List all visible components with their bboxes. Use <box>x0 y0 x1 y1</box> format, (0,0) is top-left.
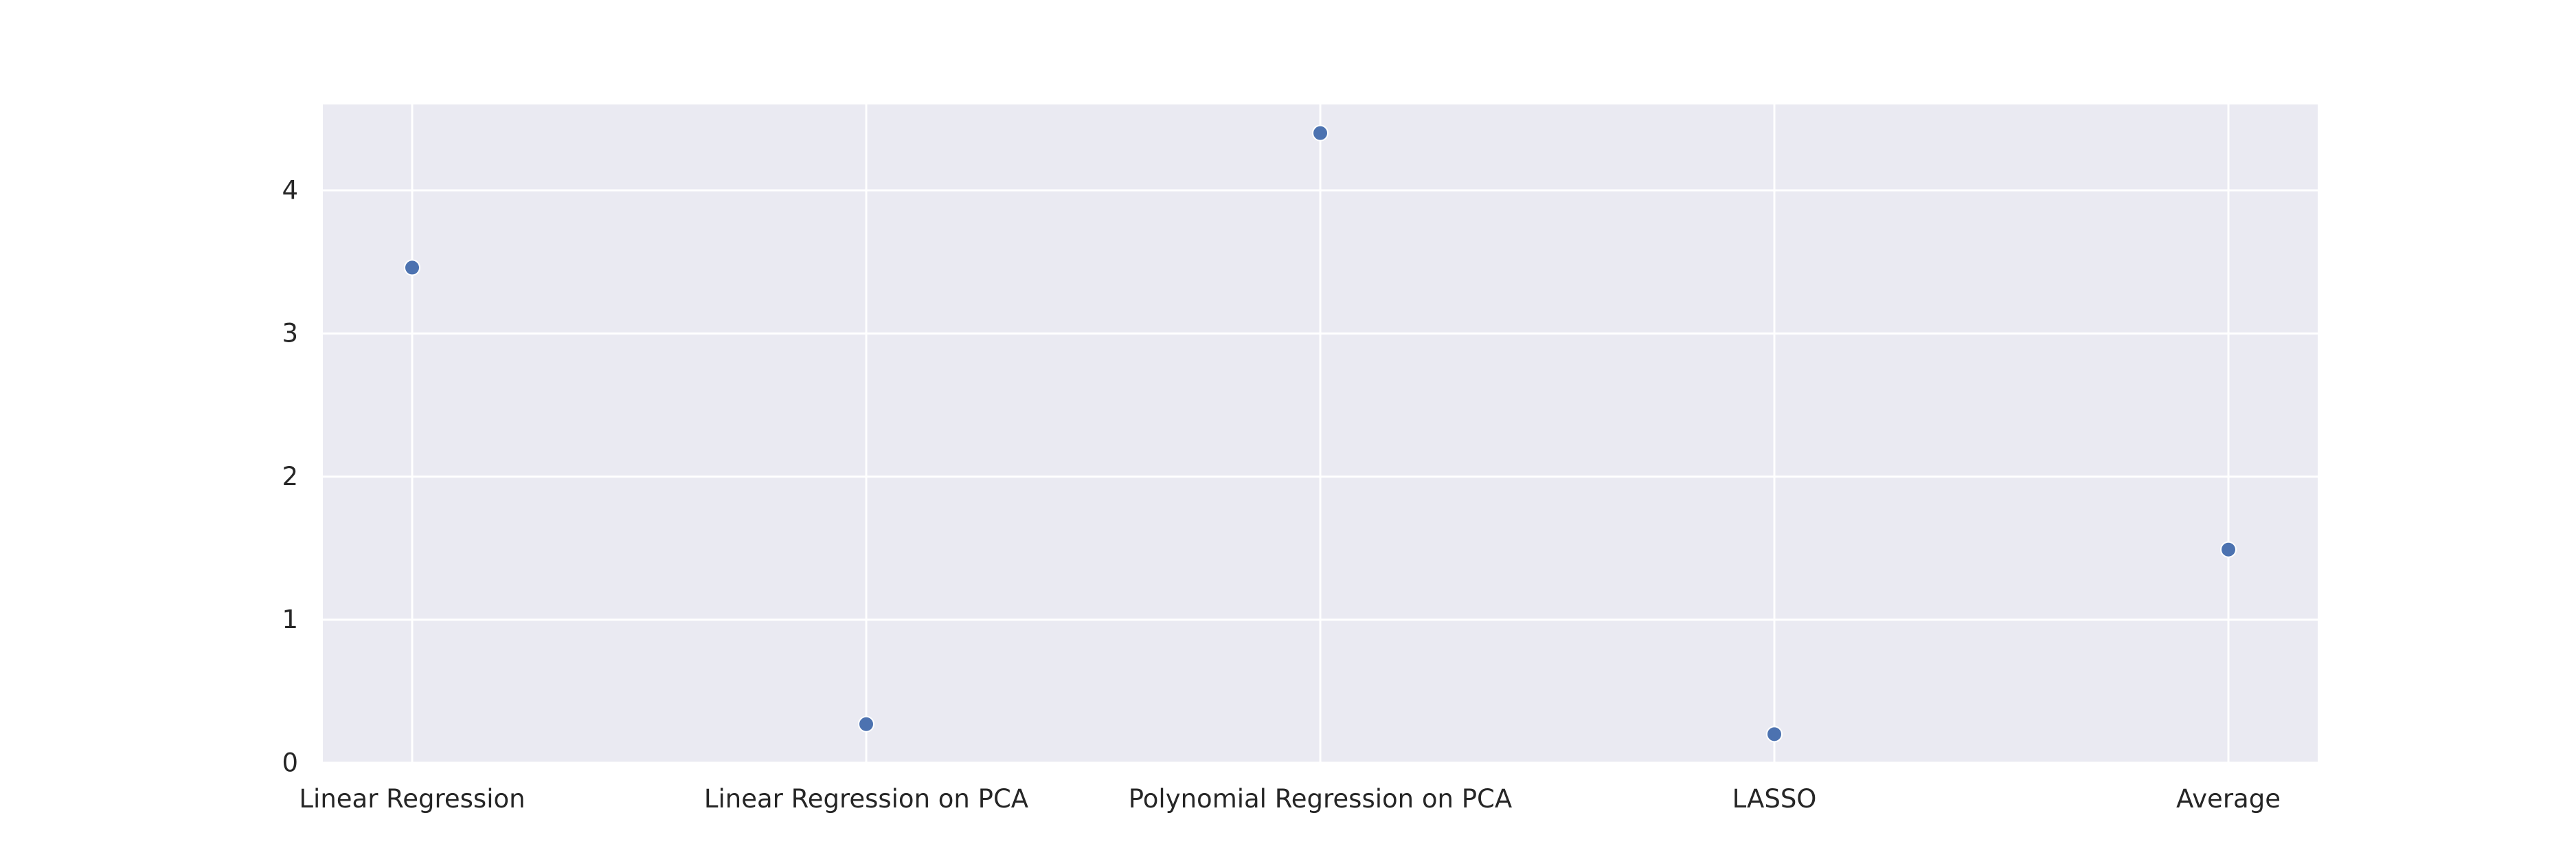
y-tick-label: 2 <box>282 462 298 491</box>
y-tick-label: 1 <box>282 605 298 634</box>
x-tick-labels: Linear Regression Linear Regression on PC… <box>299 784 2281 814</box>
y-tick-labels: 0 1 2 3 4 <box>282 175 298 777</box>
y-tick-label: 0 <box>282 748 298 778</box>
data-point <box>858 715 874 733</box>
data-point <box>2220 541 2237 558</box>
data-points <box>404 124 2237 743</box>
data-point <box>1766 726 1783 743</box>
data-point <box>404 259 420 276</box>
y-tick-label: 3 <box>282 319 298 348</box>
data-point <box>1312 124 1329 142</box>
x-tick-label: Linear Regression on PCA <box>704 784 1028 814</box>
x-grid-lines <box>411 104 2230 763</box>
x-tick-label: LASSO <box>1732 784 1817 814</box>
x-tick-label: Average <box>2176 784 2281 814</box>
x-tick-label: Linear Regression <box>299 784 525 814</box>
x-tick-label: Polynomial Regression on PCA <box>1129 784 1512 814</box>
y-tick-label: 4 <box>282 175 298 205</box>
